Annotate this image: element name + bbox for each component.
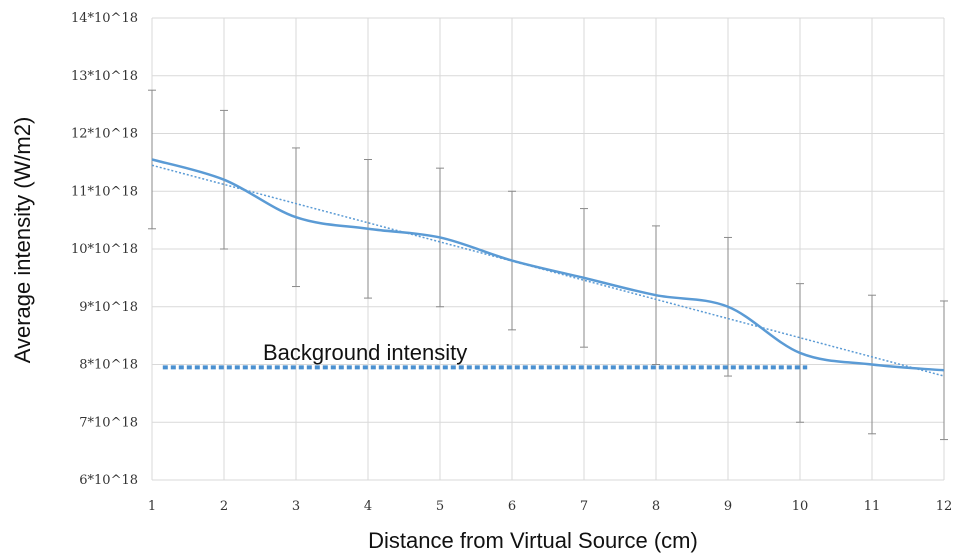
background-intensity-label: Background intensity bbox=[263, 340, 467, 365]
y-tick-label: 10*10^18 bbox=[71, 242, 138, 257]
x-tick-label: 4 bbox=[364, 499, 372, 514]
x-tick-label: 9 bbox=[724, 499, 732, 514]
x-axis-title: Distance from Virtual Source (cm) bbox=[368, 528, 698, 553]
series-line bbox=[151, 158, 945, 372]
y-tick-label: 9*10^18 bbox=[79, 300, 138, 315]
grid bbox=[151, 17, 945, 481]
y-tick-label: 8*10^18 bbox=[79, 358, 138, 373]
y-tick-label: 7*10^18 bbox=[79, 415, 138, 430]
x-tick-label: 5 bbox=[436, 499, 444, 514]
x-tick-labels: 1 2 3 4 5 6 7 8 9 10 11 12 bbox=[148, 499, 952, 514]
error-bars bbox=[148, 89, 948, 441]
y-tick-label: 12*10^18 bbox=[71, 127, 138, 142]
y-tick-label: 14*10^18 bbox=[71, 11, 138, 26]
trendline bbox=[151, 164, 945, 377]
x-tick-label: 2 bbox=[220, 499, 228, 514]
x-tick-label: 6 bbox=[508, 499, 516, 514]
series-layer bbox=[151, 158, 945, 377]
y-axis-title: Average intensity (W/m2) bbox=[10, 117, 35, 364]
x-tick-label: 10 bbox=[792, 499, 809, 514]
x-tick-label: 11 bbox=[864, 499, 881, 514]
y-tick-label: 6*10^18 bbox=[79, 473, 138, 488]
x-tick-label: 7 bbox=[580, 499, 588, 514]
y-tick-labels: 6*10^18 7*10^18 8*10^18 9*10^18 10*10^18 11*1… bbox=[71, 11, 138, 488]
x-tick-label: 3 bbox=[292, 499, 300, 514]
x-tick-label: 12 bbox=[936, 499, 953, 514]
y-tick-label: 11*10^18 bbox=[71, 184, 138, 199]
x-tick-label: 8 bbox=[652, 499, 660, 514]
x-tick-label: 1 bbox=[148, 499, 156, 514]
y-tick-label: 13*10^18 bbox=[71, 69, 138, 84]
